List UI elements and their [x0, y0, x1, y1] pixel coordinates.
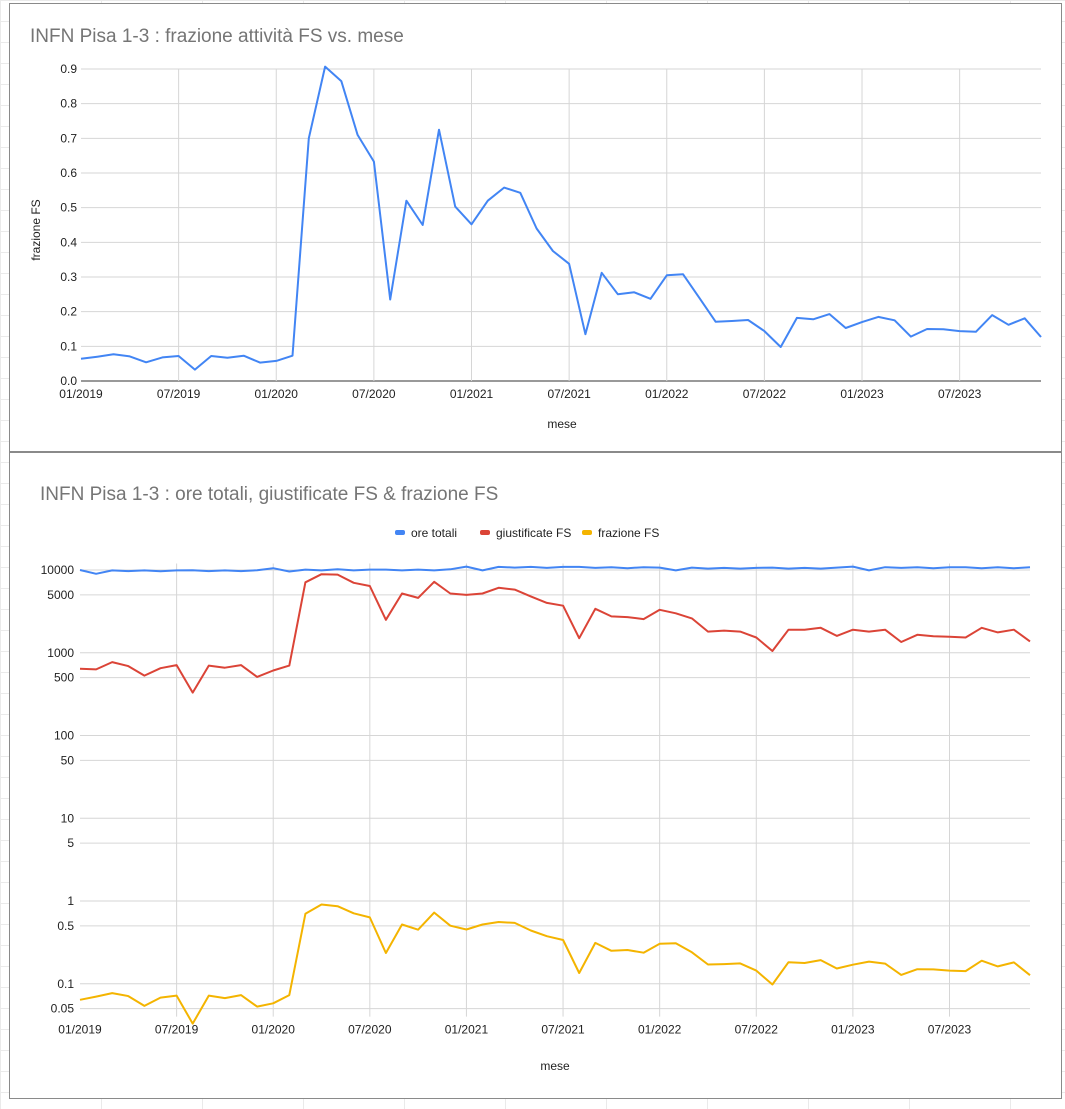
y-tick-label: 10000	[41, 563, 75, 577]
x-tick-label: 01/2022	[645, 387, 689, 401]
series-line-frazione-FS	[79, 903, 1031, 1025]
x-tick-label: 07/2023	[938, 387, 982, 401]
x-tick-label: 01/2019	[58, 1023, 102, 1037]
legend-label: ore totali	[411, 526, 457, 540]
y-tick-label: 0.7	[60, 131, 77, 145]
chart-title: INFN Pisa 1-3 : ore totali, giustificate…	[40, 484, 499, 505]
y-tick-label: 5000	[47, 588, 74, 602]
x-tick-label: 01/2022	[638, 1023, 682, 1037]
y-tick-label: 5	[67, 836, 74, 850]
legend-label: frazione FS	[598, 526, 659, 540]
x-tick-label: 01/2021	[445, 1023, 489, 1037]
x-tick-label: 07/2020	[352, 387, 396, 401]
y-tick-label: 0.6	[60, 166, 77, 180]
y-tick-label: 10	[61, 811, 75, 825]
chart-panel-frazione[interactable]: INFN Pisa 1-3 : frazione attività FS vs.…	[9, 3, 1062, 452]
x-tick-label: 01/2023	[840, 387, 884, 401]
y-axis-label: frazione FS	[29, 199, 43, 260]
x-tick-label: 01/2021	[450, 387, 494, 401]
y-tick-label: 100	[54, 729, 74, 743]
y-tick-label: 0.5	[60, 201, 77, 215]
chart-title: INFN Pisa 1-3 : frazione attività FS vs.…	[30, 26, 404, 47]
series-line-giustificate-FS	[79, 573, 1031, 694]
x-tick-label: 01/2023	[831, 1023, 875, 1037]
legend-label: giustificate FS	[496, 526, 571, 540]
legend-swatch	[582, 530, 592, 535]
x-tick-label: 07/2022	[743, 387, 787, 401]
y-tick-label: 50	[61, 753, 75, 767]
x-tick-label: 07/2019	[157, 387, 201, 401]
y-tick-label: 0.4	[60, 235, 77, 249]
x-axis-label: mese	[547, 417, 577, 431]
series-line-ore-totali	[79, 565, 1031, 575]
x-tick-label: 07/2021	[547, 387, 591, 401]
x-tick-label: 07/2020	[348, 1023, 392, 1037]
x-tick-label: 07/2022	[735, 1023, 779, 1037]
x-tick-label: 01/2020	[252, 1023, 296, 1037]
x-tick-label: 07/2023	[928, 1023, 972, 1037]
x-tick-label: 01/2019	[59, 387, 103, 401]
y-tick-label: 0.8	[60, 97, 77, 111]
series-line-frazione-fs	[80, 65, 1042, 371]
y-tick-label: 0.5	[57, 919, 74, 933]
y-tick-label: 0.1	[60, 339, 77, 353]
chart-panel-ore[interactable]: INFN Pisa 1-3 : ore totali, giustificate…	[9, 452, 1062, 1099]
legend-swatch	[480, 530, 490, 535]
y-tick-label: 0.2	[60, 305, 77, 319]
x-tick-label: 07/2019	[155, 1023, 199, 1037]
legend-swatch	[395, 530, 405, 535]
y-tick-label: 0.1	[57, 977, 74, 991]
y-tick-label: 0.9	[60, 62, 77, 76]
x-tick-label: 01/2020	[255, 387, 299, 401]
x-axis-label: mese	[540, 1059, 570, 1073]
y-tick-label: 0.0	[60, 374, 77, 388]
y-tick-label: 1	[67, 894, 74, 908]
y-tick-label: 0.3	[60, 270, 77, 284]
y-tick-label: 0.05	[51, 1002, 75, 1016]
y-tick-label: 1000	[47, 646, 74, 660]
chart-ore-svg: 10000 5000 1000 500 100 50 10 5 1 0.5 0.1 0.05 01/20…	[41, 526, 1031, 1073]
chart-frazione-svg: 0.0 0.1 0.2 0.3 0.4 0.5 0.6 0.7 0.8 0.9 01/2019 07/…	[29, 62, 1042, 431]
x-tick-label: 07/2021	[541, 1023, 585, 1037]
y-tick-label: 500	[54, 671, 74, 685]
